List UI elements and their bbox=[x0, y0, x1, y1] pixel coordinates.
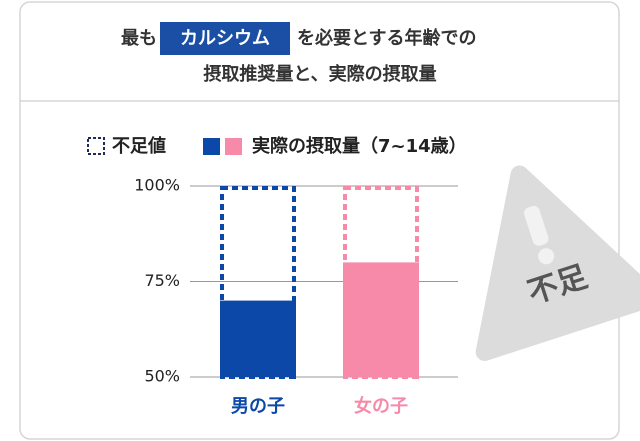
target-bar bbox=[220, 186, 296, 379]
legend-label: 不足値 bbox=[112, 135, 166, 157]
target-bar bbox=[343, 186, 419, 379]
warning-dot bbox=[538, 248, 555, 265]
legend-label: 実際の摂取量（7~14歳） bbox=[252, 135, 467, 157]
bar bbox=[220, 300, 296, 377]
y-tick-label: 75% bbox=[144, 271, 180, 290]
legend-swatch bbox=[87, 137, 105, 155]
title-tail: を必要とする年齢での bbox=[297, 27, 476, 49]
x-tick-label: 女の子 bbox=[354, 395, 408, 417]
warning-bar bbox=[524, 205, 549, 246]
x-tick-label: 男の子 bbox=[231, 396, 285, 417]
title-lead: 最も bbox=[121, 28, 157, 49]
legend-swatch bbox=[225, 138, 242, 155]
title-highlight: カルシウム bbox=[180, 28, 270, 49]
warning-icon: 不足 bbox=[475, 165, 640, 361]
subtitle: 摂取推奨量と、実際の摂取量 bbox=[203, 63, 436, 85]
legend-swatch bbox=[203, 138, 220, 155]
title-highlight-box bbox=[160, 22, 290, 55]
y-tick-label: 100% bbox=[134, 176, 180, 195]
y-tick-label: 50% bbox=[144, 367, 180, 386]
card bbox=[19, 1, 620, 440]
bar bbox=[343, 262, 419, 377]
